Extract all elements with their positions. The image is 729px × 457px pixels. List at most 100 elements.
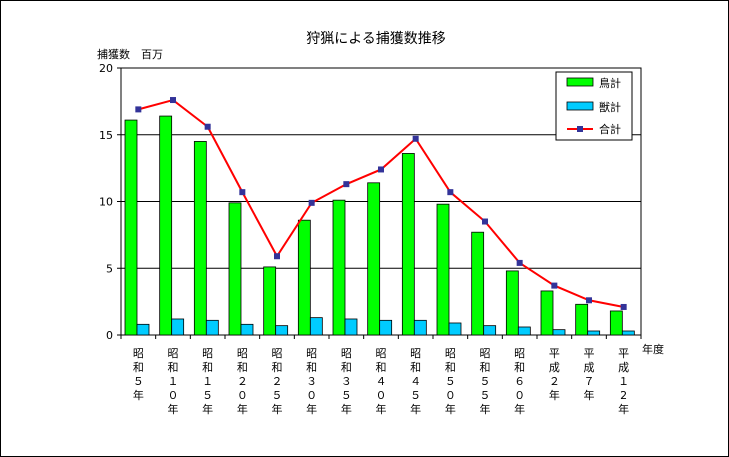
marker-total [516,259,523,266]
x-tick-label: 昭 [237,347,248,360]
y-axis-label: 捕獲数 百万 [97,47,163,61]
bar-beast [275,325,289,336]
x-tick-label: ０ [376,389,387,402]
x-tick-label: 和 [306,361,317,374]
legend-marker-total [577,126,583,132]
bar-bird [228,202,242,336]
x-tick-label: ５ [480,375,491,388]
x-tick-label: 昭 [480,347,491,360]
legend-swatch-bird [566,77,594,87]
bar-beast [552,329,566,336]
x-tick-label: 年 [133,388,144,402]
marker-total [378,166,384,173]
x-tick-label: 和 [480,361,491,374]
x-tick-label: 平 [584,347,595,360]
x-tick-label: 成 [549,361,560,374]
marker-total [482,218,488,225]
x-tick-label: 昭 [133,347,144,360]
x-tick-label: 昭 [410,347,421,360]
x-tick-label: 年 [480,402,491,416]
x-tick-label: 成 [618,361,629,374]
marker-total [239,189,246,196]
x-tick-label: ２ [272,375,283,388]
bar-bird [401,153,415,336]
x-tick-label: 年 [445,402,456,416]
x-tick-label: ０ [168,389,179,402]
x-tick-label: 昭 [445,347,456,360]
bar-beast [344,318,358,336]
x-tick-label: 年 [237,402,248,416]
x-tick-label: ０ [306,389,317,402]
x-tick-label: 年 [306,402,317,416]
x-tick-label: 年 [341,402,352,416]
bar-bird [505,270,519,336]
x-tick-label: ５ [341,389,352,402]
x-tick-label: 和 [445,361,456,374]
legend-label-bird: 鳥計 [599,76,621,90]
x-tick-label: ５ [410,389,421,402]
x-tick-label: ２ [237,375,248,388]
marker-total [586,297,592,304]
x-tick-label: ２ [549,375,560,388]
x-tick-label: 平 [618,347,629,360]
x-tick-label: １ [618,375,629,388]
x-tick-label: ４ [410,375,421,388]
x-tick-label: ５ [202,389,213,402]
marker-total [447,189,454,196]
bar-beast [205,319,219,336]
x-tick-label: 年 [376,402,387,416]
marker-total [308,199,315,206]
x-axis-label: 年度 [642,342,664,356]
marker-total [343,181,350,188]
x-tick-label: 年 [549,388,560,402]
x-tick-label: 平 [549,347,560,360]
x-tick-label: 昭 [168,347,179,360]
chart-title: 狩猟による捕獲数推移 [306,31,446,47]
x-tick-label: ５ [445,375,456,388]
bar-bird [575,303,589,336]
x-tick-label: 年 [410,402,421,416]
marker-total [170,97,176,104]
bar-beast [413,319,427,336]
marker-total [204,123,211,130]
bar-beast [309,317,323,336]
x-tick-label: 和 [376,361,387,374]
legend-swatch-beast [566,101,594,111]
plot-area: 05101520昭和５年昭和１０年昭和１５年昭和２０年昭和２５年昭和３０年昭和３… [99,62,642,416]
marker-total [412,135,419,142]
y-tick-label: 15 [99,129,113,142]
bar-beast [621,330,635,336]
bar-beast [448,322,462,336]
x-tick-label: 成 [584,361,595,374]
bar-bird [367,182,381,336]
bar-beast [171,318,185,336]
x-tick-label: 昭 [514,347,525,360]
bar-beast [587,330,601,336]
x-tick-label: ６ [514,375,525,388]
legend-label-beast: 獣計 [599,100,621,114]
bar-bird [471,231,485,336]
bar-beast [483,325,497,336]
x-tick-label: 和 [514,361,525,374]
x-tick-label: ３ [341,375,352,388]
x-tick-label: ０ [445,389,456,402]
y-tick-label: 20 [99,62,113,75]
marker-total [620,303,627,310]
x-tick-label: 昭 [376,347,387,360]
bar-bird [332,199,346,336]
x-tick-label: 昭 [341,347,352,360]
bar-bird [609,310,623,336]
bar-bird [436,203,450,336]
bar-beast [517,326,531,336]
x-tick-label: ７ [584,375,595,388]
x-tick-label: 和 [202,361,213,374]
legend: 鳥計 獣計 合計 [555,71,633,141]
bar-bird [263,266,277,336]
marker-total [274,253,280,260]
bar-bird [124,119,138,336]
x-tick-label: ０ [237,389,248,402]
marker-total [551,282,558,289]
x-tick-label: 昭 [202,347,213,360]
